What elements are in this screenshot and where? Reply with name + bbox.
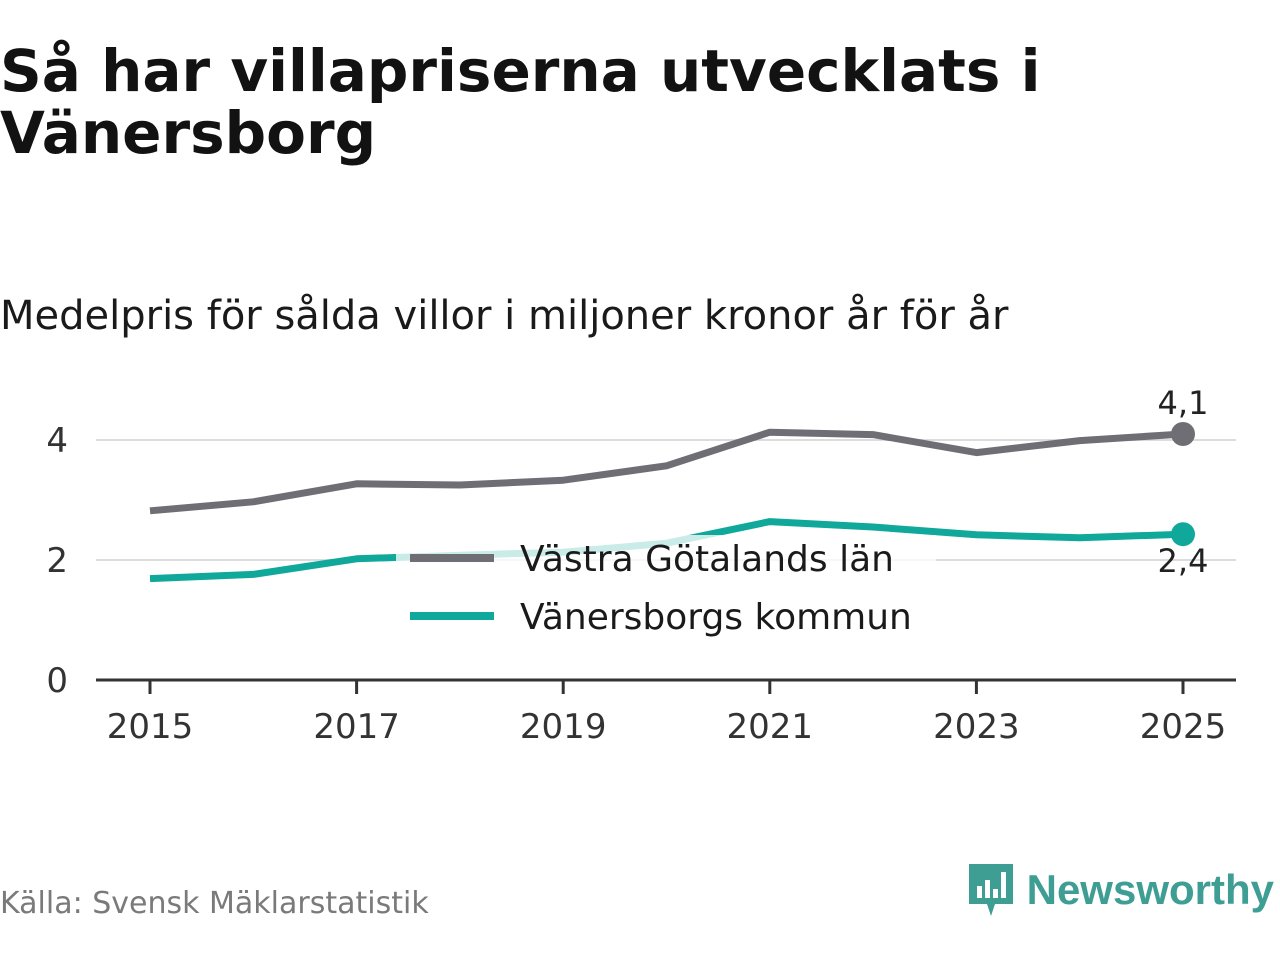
chart-title: Så har villapriserna utvecklats i Väners… <box>0 37 1041 167</box>
y-axis-ticks: 0 2 4 <box>46 421 68 701</box>
x-tick-label: 2023 <box>933 707 1020 747</box>
line-chart: 0 2 4 Västra Götalands län Vänersborgs komm… <box>46 384 1236 747</box>
x-tick-label: 2019 <box>520 707 607 747</box>
newsworthy-logo-icon <box>968 864 1013 916</box>
legend-label-0: Västra Götalands län <box>520 539 894 580</box>
source-note: Källa: Svensk Mäklarstatistik <box>0 886 429 921</box>
x-tick-label: 2021 <box>727 707 814 747</box>
legend: Västra Götalands län Vänersborgs kommun <box>410 539 912 638</box>
x-tick-label: 2015 <box>107 707 194 747</box>
x-tick-label: 2017 <box>313 707 400 747</box>
series-end-point-1 <box>1171 522 1195 547</box>
brand-name: Newsworthy <box>1026 866 1274 913</box>
y-tick-label: 4 <box>46 421 68 461</box>
end-label-1: 2,4 <box>1158 542 1209 580</box>
x-axis: 2015 2017 2019 2021 2023 2025 <box>96 678 1236 747</box>
series-line-0 <box>149 428 1184 515</box>
series-end-point-0 <box>1171 422 1195 446</box>
y-tick-label: 2 <box>46 541 68 581</box>
legend-label-1: Vänersborgs kommun <box>520 597 912 638</box>
x-tick-label: 2025 <box>1140 707 1227 747</box>
chart-subtitle: Medelpris för sålda villor i miljoner kr… <box>0 293 1009 339</box>
brand-logo[interactable]: Newsworthy <box>965 860 1274 920</box>
end-labels: 4,1 2,4 <box>1158 384 1209 580</box>
end-label-0: 4,1 <box>1158 384 1209 422</box>
y-tick-label: 0 <box>46 661 68 701</box>
